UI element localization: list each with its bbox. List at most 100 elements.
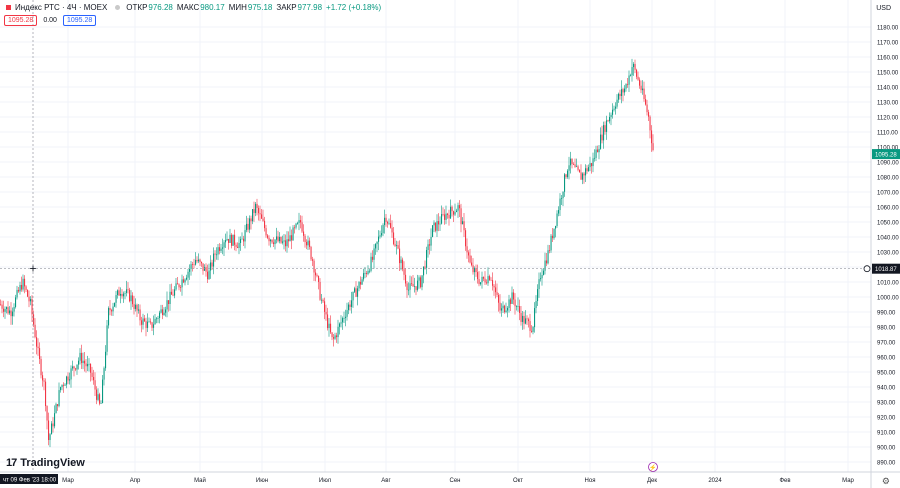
last-price-bg (872, 149, 900, 160)
candle-body (313, 260, 315, 273)
open-label: ОТКР (126, 3, 148, 12)
candle-body (586, 168, 588, 172)
candle-body (64, 384, 66, 386)
currency-label[interactable]: USD (876, 5, 891, 12)
candle-body (339, 323, 341, 327)
candle-body (520, 312, 522, 322)
candle-body (451, 206, 453, 212)
candle-body (327, 314, 329, 329)
trade-prices: 1095.28 0.00 1095.28 (4, 15, 97, 26)
candle-body (100, 403, 102, 404)
candle-body (535, 301, 537, 309)
candle-body (568, 165, 570, 171)
candle-body (436, 221, 438, 231)
candle-body (376, 241, 378, 245)
candle-body (423, 266, 425, 276)
price-tick-label: 1150.00 (877, 71, 899, 77)
candle-body (13, 306, 15, 312)
candle-body (606, 120, 608, 132)
candle-body (483, 276, 485, 279)
candle-body (397, 245, 399, 249)
candle-body (417, 280, 419, 290)
candle-body (454, 212, 456, 215)
candle-body (72, 366, 74, 369)
candle-body (474, 268, 476, 273)
candle-body (180, 287, 182, 289)
candle-body (219, 247, 221, 251)
candle-body (448, 214, 450, 219)
candle-body (343, 317, 345, 319)
tradingview-logo-icon: 17 (6, 457, 17, 469)
candle-body (253, 209, 255, 213)
symbol-title[interactable]: Индекс РТС · 4Ч · MOEX (15, 3, 108, 12)
candle-body (115, 295, 117, 303)
candle-body (550, 235, 552, 251)
event-lightning-icon[interactable] (648, 462, 658, 472)
candle-body (246, 223, 248, 231)
candle-body (15, 297, 17, 307)
candle-body (615, 106, 617, 109)
high-value: 980.17 (200, 3, 225, 12)
candle-body (160, 309, 162, 313)
candle-body (30, 299, 32, 302)
candle-body (613, 108, 615, 110)
crosshair-clock-icon[interactable] (863, 265, 871, 273)
candle-body (228, 238, 230, 243)
candle-body (432, 225, 434, 237)
candle-body (391, 227, 393, 233)
candle-body (400, 259, 402, 264)
candle-body (495, 287, 497, 293)
candle-body (486, 282, 488, 284)
candle-body (502, 305, 504, 309)
candle-body (289, 235, 291, 242)
candle-body (507, 307, 509, 311)
candle-body (169, 291, 171, 304)
candle-body (288, 239, 290, 242)
candle-body (543, 270, 545, 275)
candle-body (178, 284, 180, 288)
candle-body (96, 389, 98, 400)
candle-body (310, 246, 312, 260)
candle-body (81, 352, 83, 364)
candle-body (142, 318, 144, 325)
candle-body (3, 308, 5, 312)
candle-body (348, 304, 350, 311)
candle-body (237, 246, 239, 248)
candle-body (499, 302, 501, 311)
price-axis: 890.00 900.00 910.00 920.00 930.00 940.00 950.… (870, 0, 899, 488)
gear-icon[interactable]: ⚙ (881, 476, 890, 486)
candle-body (235, 244, 237, 247)
candle-body (394, 244, 396, 246)
price-tick-label: 1080.00 (877, 176, 899, 182)
candle-body (619, 93, 621, 96)
candle-body (175, 283, 177, 290)
candle-body (525, 318, 527, 324)
candle-body (217, 247, 219, 255)
candle-body (435, 222, 437, 231)
crosshair-time-bg (0, 474, 58, 484)
candle-body (382, 224, 384, 234)
candle-body (559, 198, 561, 211)
candle-body (49, 434, 51, 441)
candle-body (537, 289, 539, 302)
candle-body (385, 217, 387, 222)
candle-body (624, 88, 626, 93)
candle-body (510, 299, 512, 304)
candle-body (612, 109, 614, 115)
buy-button[interactable]: 1095.28 (62, 15, 97, 26)
candle-body (39, 348, 41, 360)
sell-button[interactable]: 1095.28 (4, 15, 38, 26)
candle-body (301, 222, 303, 232)
candle-body (54, 413, 56, 427)
low-value: 975.18 (247, 3, 273, 12)
candle-body (636, 69, 638, 77)
candle-body (598, 148, 600, 153)
candle-body (36, 337, 38, 347)
candle-body (211, 262, 213, 267)
candle-body (10, 310, 12, 317)
candle-body (73, 366, 75, 369)
candle-body (189, 268, 191, 272)
candle-body (430, 236, 432, 246)
candle-body (465, 230, 467, 247)
